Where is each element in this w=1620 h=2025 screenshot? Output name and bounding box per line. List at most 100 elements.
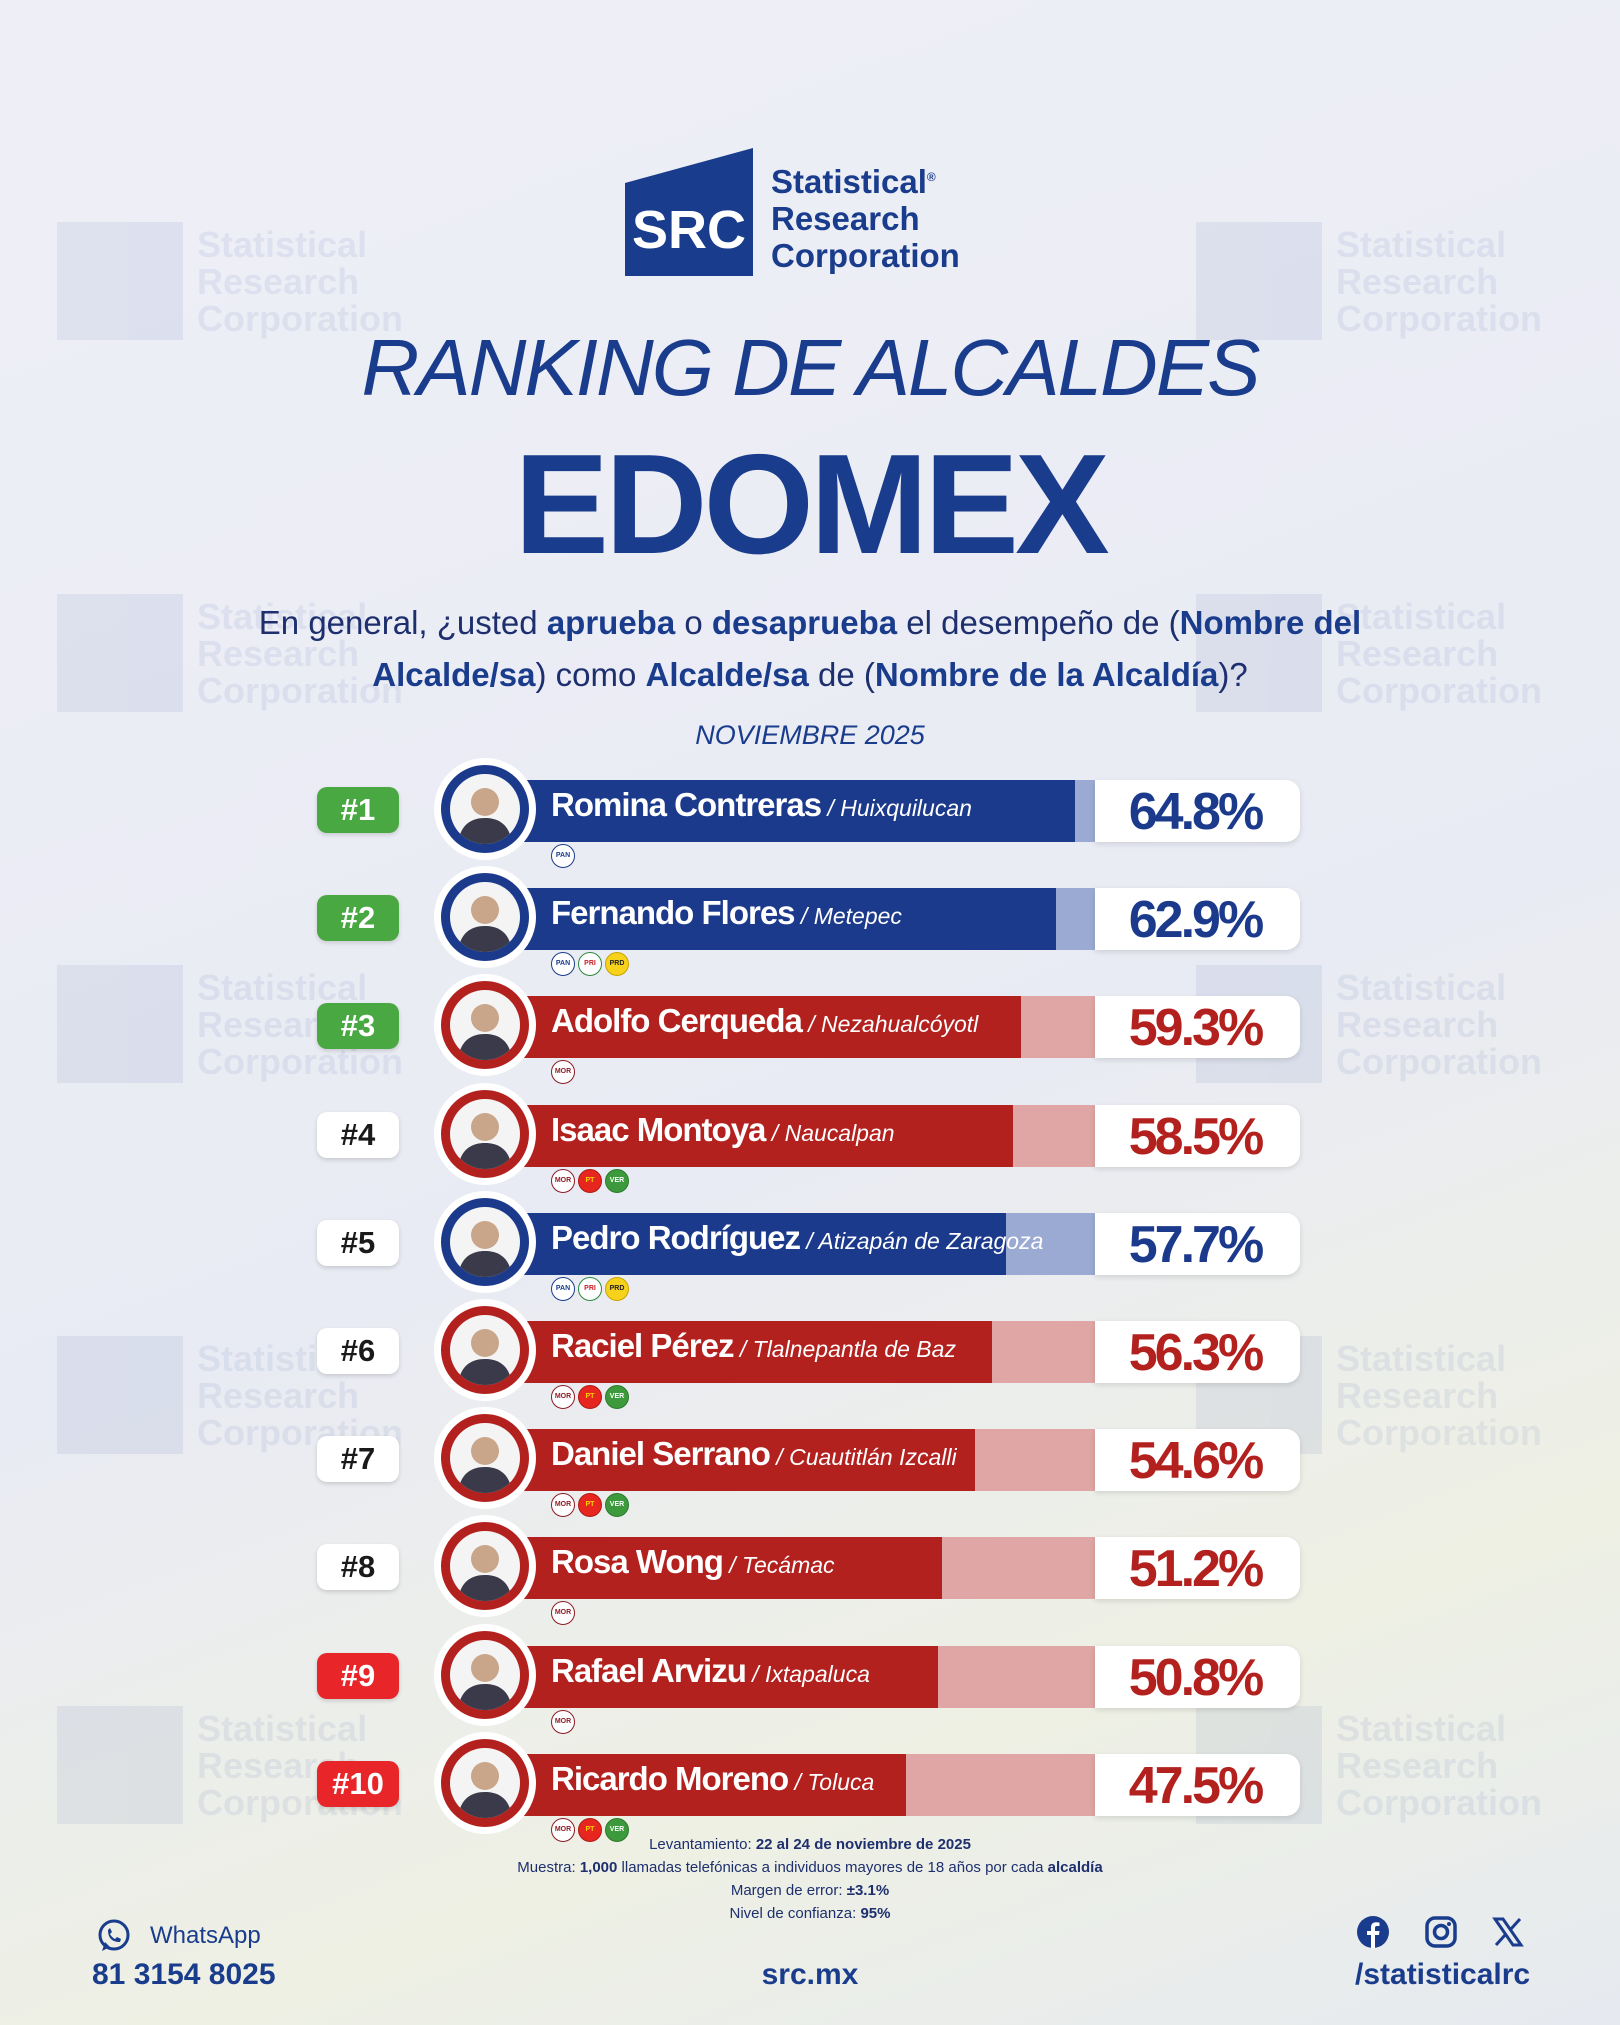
person-avatar-icon bbox=[450, 774, 520, 844]
mayor-photo bbox=[434, 866, 536, 969]
instagram-icon[interactable] bbox=[1424, 1915, 1458, 1949]
person-avatar-icon bbox=[450, 990, 520, 1061]
bar-track bbox=[520, 1645, 1095, 1708]
party-logo-pri-icon: PRI bbox=[578, 952, 602, 977]
bar-fill bbox=[520, 1645, 938, 1708]
watermark: Statistical Research Corporation bbox=[57, 222, 403, 340]
x-icon[interactable] bbox=[1492, 1916, 1524, 1948]
ranking-row: #5 57.7% Pedro Rodríguez / Atizapán de Zar… bbox=[0, 1189, 1620, 1301]
mayor-photo bbox=[434, 1082, 536, 1185]
page-title: RANKING DE ALCALDES bbox=[361, 323, 1260, 412]
party-logo-pt-icon: PT bbox=[578, 1817, 602, 1842]
mayor-photo bbox=[434, 758, 536, 860]
bar-track bbox=[520, 996, 1095, 1059]
rank-badge: #7 bbox=[317, 1436, 399, 1483]
ranking-row: #4 58.5% Isaac Montoya / Naucalpan MOR PT VER bbox=[0, 1081, 1620, 1193]
ranking-row: #6 56.3% Raciel Pérez / Tlalnepantla de Ba… bbox=[0, 1297, 1620, 1409]
bar-fill bbox=[520, 780, 1075, 842]
phone-number[interactable]: 81 3154 8025 bbox=[92, 1958, 276, 1991]
bar-track bbox=[520, 1212, 1095, 1275]
registered-mark: ® bbox=[926, 170, 936, 184]
value-label: 58.5% bbox=[1128, 1107, 1264, 1166]
person-avatar-icon bbox=[450, 1747, 520, 1818]
mayor-label: Ricardo Moreno / Toluca bbox=[551, 1760, 874, 1798]
party-logos: PAN PRI PRD bbox=[551, 1276, 629, 1301]
bar-fill bbox=[520, 1104, 1013, 1167]
bar-fill bbox=[520, 1753, 906, 1816]
bar-fill bbox=[520, 1429, 975, 1492]
ranking-row: #2 62.9% Fernando Flores / Metepec PAN PRI PR… bbox=[0, 864, 1620, 977]
rank-badge: #10 bbox=[317, 1760, 399, 1807]
mayor-name: Rafael Arvizu bbox=[551, 1651, 747, 1689]
mayor-label: Raciel Pérez / Tlalnepantla de Baz bbox=[551, 1327, 956, 1365]
rank-badge: #4 bbox=[317, 1111, 399, 1158]
mayor-photo bbox=[434, 1407, 536, 1510]
logo-mark-text: SRC bbox=[632, 200, 746, 260]
person-avatar-icon bbox=[450, 1315, 520, 1385]
party-logos: MOR PT VER bbox=[551, 1168, 629, 1193]
bar-track bbox=[520, 1537, 1095, 1600]
bar-track bbox=[520, 1429, 1095, 1492]
mayor-name: Pedro Rodríguez bbox=[551, 1218, 801, 1256]
bar-track bbox=[520, 1104, 1095, 1167]
mayor-name: Ricardo Moreno bbox=[551, 1759, 789, 1797]
mayor-photo bbox=[434, 974, 536, 1077]
facebook-icon[interactable] bbox=[1356, 1915, 1390, 1949]
party-logo-verde-icon: VER bbox=[605, 1817, 629, 1842]
social-handle[interactable]: /statisticalrc bbox=[1355, 1958, 1531, 1991]
party-logos: MOR PT VER bbox=[551, 1817, 629, 1842]
person-avatar-icon bbox=[450, 1531, 520, 1602]
mayor-name: Rosa Wong bbox=[551, 1543, 724, 1581]
survey-question: En general, ¿usted aprueba o desaprueba … bbox=[258, 604, 1362, 693]
mayor-name: Fernando Flores bbox=[551, 894, 796, 932]
bar-fill bbox=[520, 1321, 992, 1383]
bar-track bbox=[520, 888, 1095, 951]
value-label: 57.7% bbox=[1128, 1215, 1264, 1274]
municipality-name: / Metepec bbox=[794, 903, 902, 930]
party-logo-prd-icon: PRD bbox=[605, 1276, 629, 1301]
rank-badge: #1 bbox=[317, 787, 399, 833]
brand-line-2: Research bbox=[771, 200, 920, 237]
mayor-photo bbox=[434, 1190, 536, 1293]
person-avatar-icon bbox=[450, 1206, 520, 1277]
value-label: 64.8% bbox=[1128, 783, 1264, 841]
party-logo-morena-icon: MOR bbox=[551, 1601, 575, 1626]
bar-fill bbox=[520, 996, 1021, 1059]
bar-fill bbox=[520, 1212, 1006, 1275]
value-box bbox=[1095, 1212, 1300, 1275]
municipality-name: / Atizapán de Zaragoza bbox=[800, 1227, 1044, 1254]
ranking-row: #7 54.6% Daniel Serrano / Cuautitlán Izcal… bbox=[0, 1405, 1620, 1518]
mayor-label: Romina Contreras / Huixquilucan bbox=[551, 786, 972, 824]
mayor-photo bbox=[434, 1731, 536, 1834]
rank-badge: #5 bbox=[317, 1219, 399, 1266]
ranking-row: #1 64.8% Romina Contreras / Huixquilucan PA… bbox=[0, 756, 1620, 868]
party-logo-verde-icon: VER bbox=[605, 1168, 629, 1193]
person-avatar-icon bbox=[450, 1423, 520, 1494]
value-label: 56.3% bbox=[1128, 1324, 1264, 1382]
party-logo-pt-icon: PT bbox=[578, 1385, 602, 1409]
mayor-label: Rosa Wong / Tecámac bbox=[551, 1543, 835, 1581]
value-box bbox=[1095, 780, 1300, 842]
party-logo-pt-icon: PT bbox=[578, 1168, 602, 1193]
value-label: 59.3% bbox=[1128, 999, 1264, 1058]
party-logos: MOR PT VER bbox=[551, 1493, 629, 1518]
party-logo-verde-icon: VER bbox=[605, 1385, 629, 1409]
value-label: 47.5% bbox=[1128, 1756, 1264, 1815]
brand-logo: SRC Statistical® Research Corporation bbox=[625, 148, 960, 276]
whatsapp-icon bbox=[98, 1919, 130, 1951]
mayor-name: Daniel Serrano bbox=[551, 1435, 771, 1473]
party-logo-pt-icon: PT bbox=[578, 1493, 602, 1518]
watermark: Statistical Research Corporation bbox=[1196, 222, 1542, 340]
whatsapp-contact[interactable]: WhatsApp bbox=[96, 1918, 261, 1954]
value-box bbox=[1095, 1537, 1300, 1600]
bar-fill bbox=[520, 888, 1056, 951]
brand-line-1: Statistical bbox=[771, 163, 927, 200]
website-link[interactable]: src.mx bbox=[761, 1958, 859, 1991]
party-logo-prd-icon: PRD bbox=[605, 952, 629, 977]
ranking-row: #8 51.2% Rosa Wong / Tecámac MOR bbox=[0, 1513, 1620, 1626]
party-logos: MOR bbox=[551, 1060, 575, 1085]
mayor-name: Raciel Pérez bbox=[551, 1327, 734, 1364]
mayor-name: Isaac Montoya bbox=[551, 1110, 766, 1148]
municipality-name: / Cuautitlán Izcalli bbox=[769, 1444, 957, 1471]
party-logo-pan-icon: PAN bbox=[551, 952, 575, 977]
